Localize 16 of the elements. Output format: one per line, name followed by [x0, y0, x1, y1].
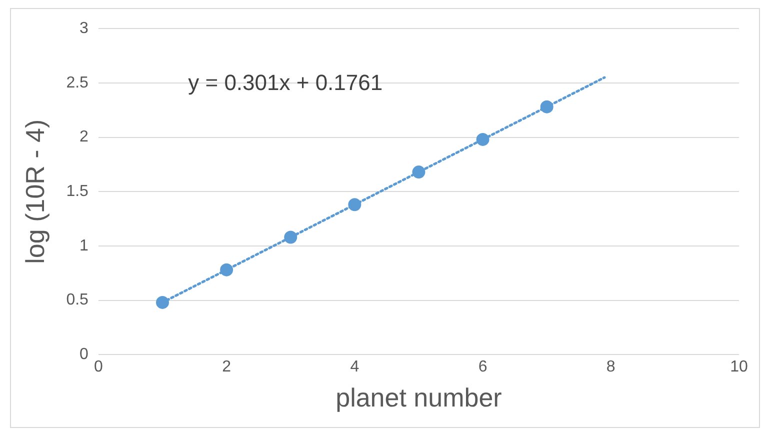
x-axis-title: planet number [336, 382, 502, 413]
y-tick-label: 1.5 [66, 183, 89, 200]
x-tick-label: 0 [94, 358, 103, 376]
y-axis-title: log (10R - 4) [20, 119, 50, 264]
x-tick-label: 2 [222, 358, 232, 376]
y-tick-label: 1 [80, 237, 89, 254]
y-tick-label: 0 [80, 346, 89, 364]
y-tick-label: 0.5 [66, 292, 89, 309]
y-tick-label: 3 [80, 20, 89, 38]
y-tick-label: 2 [80, 128, 89, 146]
y-tick-label: 2.5 [66, 74, 89, 92]
x-tick-label: 6 [478, 358, 488, 376]
x-tick-label: 4 [350, 358, 360, 376]
annotation: y = 0.301x + 0.1761 [188, 70, 383, 96]
x-tick-label: 10 [730, 358, 748, 376]
x-tick-label: 8 [606, 358, 616, 376]
